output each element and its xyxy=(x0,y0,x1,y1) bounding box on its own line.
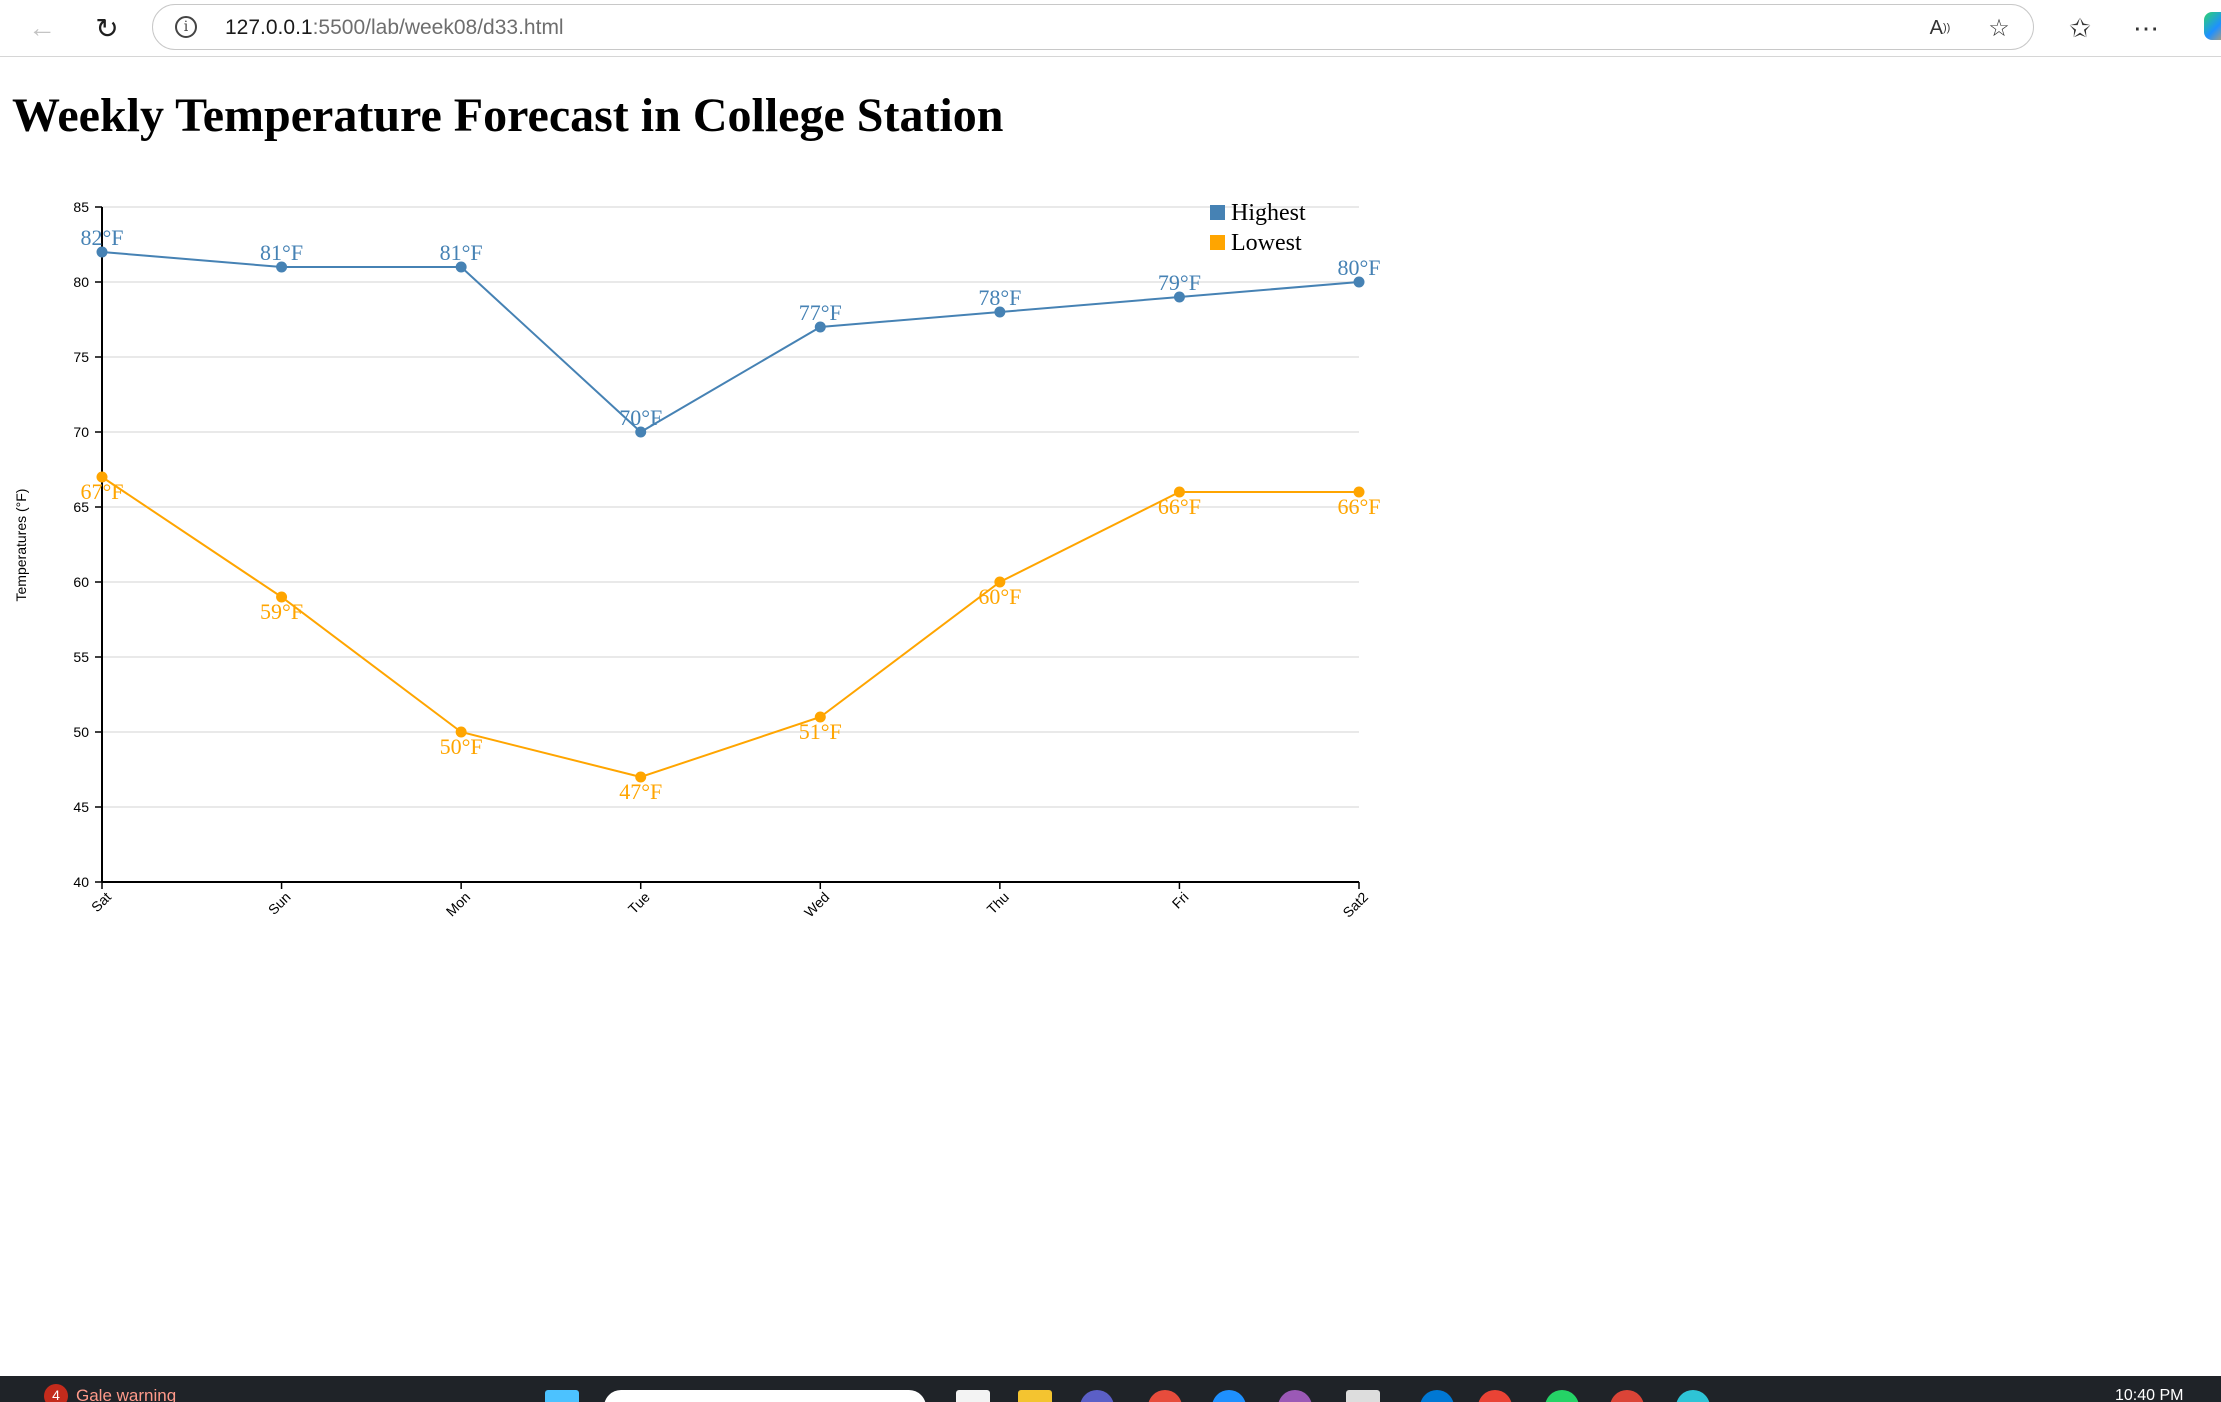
more-menu-icon[interactable]: ⋯ xyxy=(2133,12,2159,43)
app-icon-red-2[interactable] xyxy=(1610,1390,1644,1402)
data-label: 80°F xyxy=(1337,255,1380,280)
start-icon[interactable] xyxy=(545,1390,579,1402)
file-explorer-icon[interactable] xyxy=(1018,1390,1052,1402)
windows-taskbar: 4 Gale warning 10:40 PM xyxy=(0,1376,2221,1402)
data-point xyxy=(276,261,288,273)
favorite-star-icon[interactable]: ☆ xyxy=(1988,14,2010,42)
data-point xyxy=(96,471,108,483)
data-label: 66°F xyxy=(1337,494,1380,519)
data-label: 51°F xyxy=(799,719,842,744)
app-icon-cyan[interactable] xyxy=(1676,1390,1710,1402)
legend-label: Highest xyxy=(1231,200,1306,226)
x-tick-label: Sun xyxy=(265,889,294,918)
data-label: 67°F xyxy=(80,479,123,504)
x-axis: Sat Sun Mon Tue Wed Thu Fri Sat2 xyxy=(88,881,1371,921)
y-tick-label: 65 xyxy=(73,499,89,515)
y-tick-label: 40 xyxy=(73,874,89,890)
app-icon-green[interactable] xyxy=(1545,1390,1579,1402)
y-axis-label: Temperatures (°F) xyxy=(13,489,29,602)
edge-taskbar-icon[interactable] xyxy=(1212,1390,1246,1402)
data-point xyxy=(276,591,288,603)
search-box[interactable] xyxy=(604,1390,926,1402)
y-tick-label: 55 xyxy=(73,649,89,665)
page-title: Weekly Temperature Forecast in College S… xyxy=(12,89,1004,142)
data-point xyxy=(994,576,1006,588)
data-label: 82°F xyxy=(80,225,123,250)
url-host: 127.0.0.1 xyxy=(225,16,313,39)
y-tick-label: 75 xyxy=(73,349,89,365)
legend-swatch xyxy=(1210,235,1225,250)
data-point xyxy=(994,306,1006,318)
vscode-icon[interactable] xyxy=(1420,1390,1454,1402)
legend-swatch xyxy=(1210,205,1225,220)
app-icon-gray[interactable] xyxy=(1346,1390,1380,1402)
browser-toolbar: ← ↻ i 127.0.0.1:5500/lab/week08/d33.html… xyxy=(0,0,2221,57)
data-label: 66°F xyxy=(1158,494,1201,519)
data-point xyxy=(1173,486,1185,498)
url-text[interactable]: 127.0.0.1:5500/lab/week08/d33.html xyxy=(225,16,564,40)
data-label: 47°F xyxy=(619,779,662,804)
address-bar[interactable]: i 127.0.0.1:5500/lab/week08/d33.html A))… xyxy=(152,4,2034,50)
x-tick-label: Sat2 xyxy=(1339,889,1371,921)
temperature-line-chart: 40 45 50 55 60 65 70 75 80 85 Sat Sun Mon Tue Wed Thu F… xyxy=(13,199,1381,921)
url-path: :5500/lab/week08/d33.html xyxy=(312,16,564,39)
chart-gridlines xyxy=(102,206,1359,808)
read-aloud-icon[interactable]: A)) xyxy=(1929,16,1951,39)
data-label: 59°F xyxy=(260,599,303,624)
app-icon-red[interactable] xyxy=(1148,1390,1182,1402)
data-label: 79°F xyxy=(1158,270,1201,295)
data-label: 60°F xyxy=(978,584,1021,609)
x-tick-label: Thu xyxy=(984,889,1012,917)
series-line-lowest xyxy=(101,476,1359,779)
data-label: 78°F xyxy=(978,285,1021,310)
x-tick-label: Wed xyxy=(801,889,832,920)
y-axis: 40 45 50 55 60 65 70 75 80 85 xyxy=(73,199,103,890)
data-point xyxy=(455,726,467,738)
data-point xyxy=(635,426,647,438)
taskbar-clock: 10:40 PM xyxy=(2115,1387,2184,1402)
y-tick-label: 85 xyxy=(73,199,89,215)
series-line-highest xyxy=(101,251,1360,434)
data-point xyxy=(814,321,826,333)
y-tick-label: 45 xyxy=(73,799,89,815)
site-info-icon[interactable]: i xyxy=(175,16,197,38)
data-label: 77°F xyxy=(799,300,842,325)
teams-icon[interactable] xyxy=(1080,1390,1114,1402)
data-point xyxy=(814,711,826,723)
data-point xyxy=(1173,291,1185,303)
refresh-icon[interactable]: ↻ xyxy=(95,12,119,44)
data-point xyxy=(635,771,647,783)
data-label: 50°F xyxy=(440,734,483,759)
data-label: 70°F xyxy=(619,405,662,430)
y-tick-label: 60 xyxy=(73,574,89,590)
chrome-icon[interactable] xyxy=(1478,1390,1512,1402)
y-tick-label: 80 xyxy=(73,274,89,290)
data-point xyxy=(1353,276,1365,288)
weather-alert-badge[interactable]: 4 xyxy=(44,1384,68,1402)
chart-series: 82°F 81°F 81°F 70°F 77°F 78°F 79°F 80°F 67°F 59°F… xyxy=(80,225,1380,804)
x-tick-label: Sat xyxy=(88,889,114,915)
weather-alert-text[interactable]: Gale warning xyxy=(76,1386,177,1402)
app-icon-purple[interactable] xyxy=(1278,1390,1312,1402)
task-view-icon[interactable] xyxy=(956,1390,990,1402)
y-tick-label: 70 xyxy=(73,424,89,440)
chart-legend: Highest Lowest xyxy=(1210,200,1306,256)
favorites-list-icon[interactable]: ✩ xyxy=(2069,12,2091,43)
x-tick-label: Tue xyxy=(625,889,653,917)
y-tick-label: 50 xyxy=(73,724,89,740)
data-point xyxy=(1353,486,1365,498)
x-tick-label: Fri xyxy=(1169,889,1192,912)
data-point xyxy=(96,246,108,258)
back-arrow-icon[interactable]: ← xyxy=(28,12,56,43)
legend-label: Lowest xyxy=(1231,230,1302,256)
data-point xyxy=(455,261,467,273)
x-tick-label: Mon xyxy=(443,889,474,920)
data-label: 81°F xyxy=(440,240,483,265)
data-label: 81°F xyxy=(260,240,303,265)
copilot-icon[interactable] xyxy=(2204,12,2221,40)
